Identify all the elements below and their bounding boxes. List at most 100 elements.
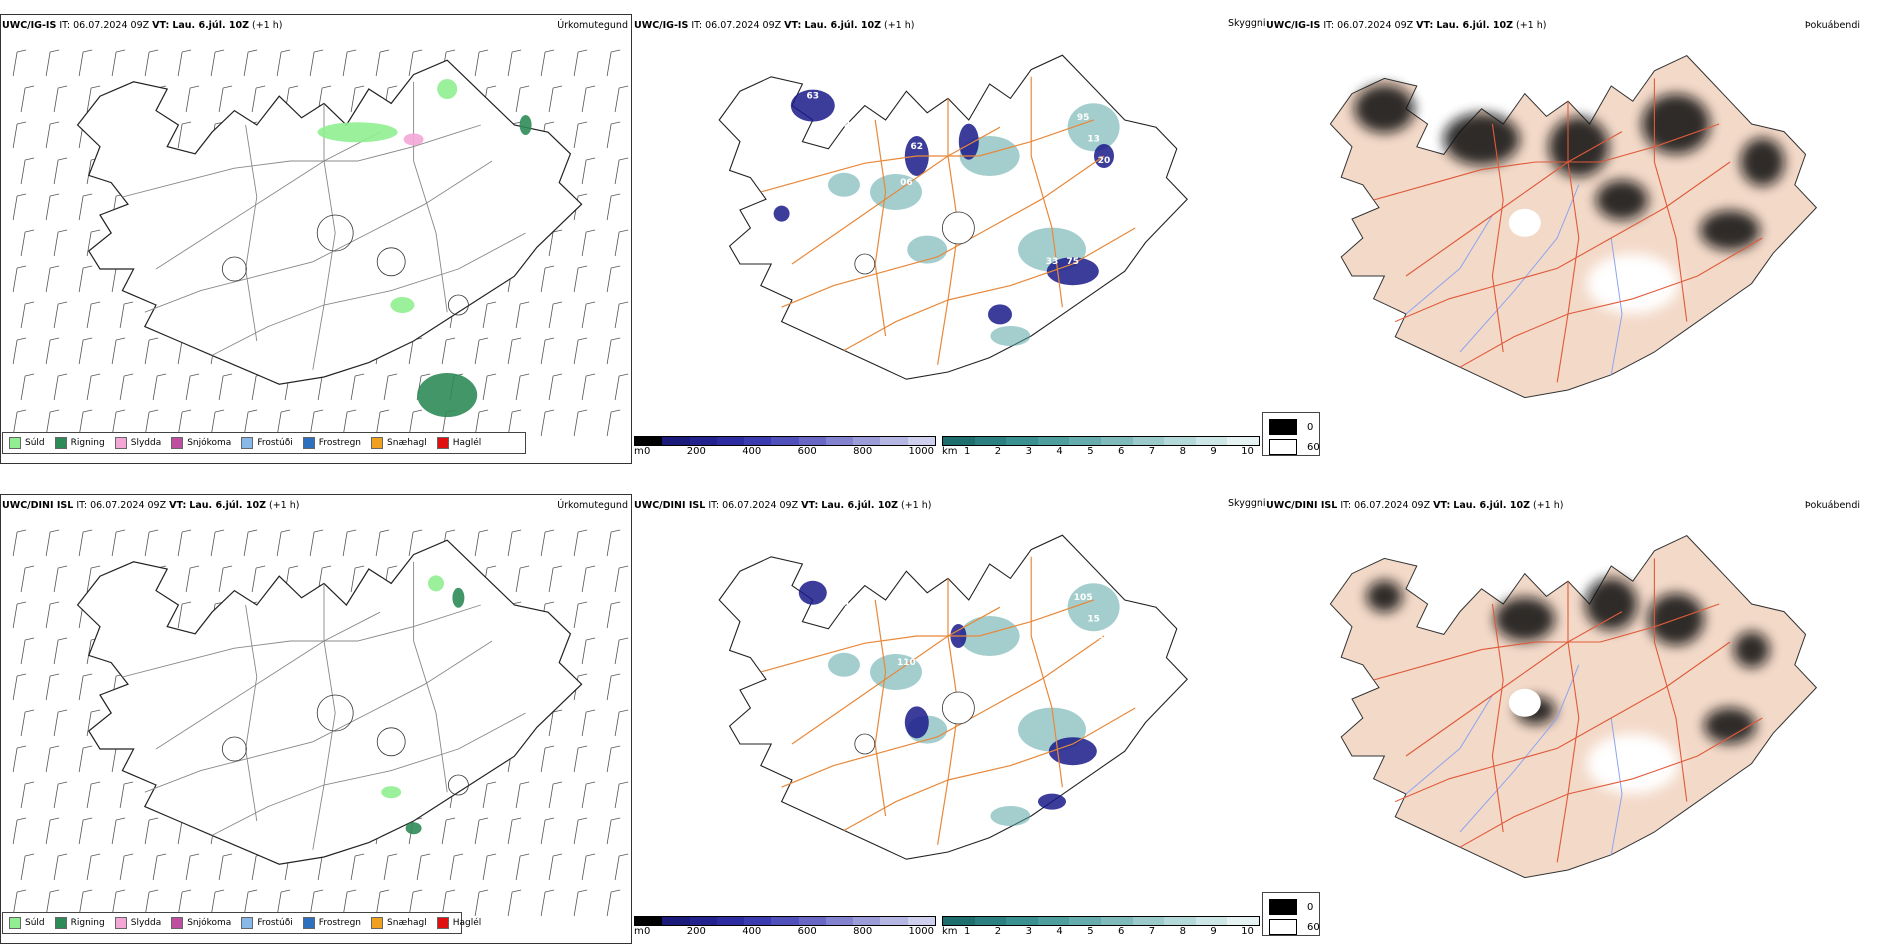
valid-time: Lau. 6.júl. 10Z (172, 20, 249, 31)
road-line (781, 155, 1105, 308)
ceiling-value-label: 37 (1098, 636, 1111, 646)
colorbar-tick: 400 (742, 926, 762, 937)
wind-barb (606, 121, 621, 149)
legend-swatch (54, 437, 67, 449)
wind-barb-feather (611, 529, 621, 533)
legend-item: Frostregn (302, 437, 361, 449)
side-label: Skyggni (1228, 498, 1266, 509)
colorbar-tick: 1000 (908, 446, 934, 457)
wind-barb-staff (606, 267, 612, 293)
wind-barb-feather (58, 229, 68, 233)
wind-barb-staff (53, 231, 59, 257)
ceiling-value-label: 85 (1067, 149, 1080, 159)
wind-barb-feather (553, 853, 563, 857)
legend-label: Haglél (452, 438, 482, 448)
wind-barb (474, 49, 489, 77)
precip-panel-bottom: UWC/DINI ISL IT: 06.07.2024 09Z VT: Lau.… (0, 494, 632, 944)
wind-barb-staff (606, 339, 612, 365)
ceiling-scale: m 0 200 400 600 800 1000 (634, 436, 944, 462)
wind-barb-feather (25, 157, 35, 161)
wind-barb-feather (446, 529, 456, 533)
fog-dense-area (1548, 116, 1609, 177)
wind-barb (309, 529, 324, 557)
wind-barb-staff (53, 711, 59, 737)
wind-barb (606, 409, 621, 437)
wind-barb (45, 817, 60, 845)
wind-barb-feather (578, 601, 588, 605)
coastline (76, 539, 583, 865)
wind-barb (12, 337, 27, 365)
wind-barb-staff (78, 819, 84, 845)
wind-barb-feather (545, 121, 555, 125)
wind-barb-feather (347, 49, 357, 53)
fog-dense-area (1596, 180, 1648, 220)
wind-barb-feather (578, 409, 588, 413)
panel-title: UWC/IG-IS IT: 06.07.2024 09Z VT: Lau. 6.… (1266, 20, 1546, 31)
wind-barb-staff (111, 267, 117, 293)
wind-barb (12, 817, 27, 845)
wind-barb-feather (619, 301, 629, 305)
wind-barb-feather (25, 853, 35, 857)
wind-barb-staff (375, 51, 381, 77)
wind-barb-staff (573, 531, 579, 557)
panel-title: UWC/DINI ISL IT: 06.07.2024 09Z VT: Lau.… (2, 500, 299, 511)
wind-barb (350, 373, 365, 401)
wind-barb-staff (53, 783, 59, 809)
glacier-outline (941, 211, 975, 245)
wind-barb-feather (322, 85, 332, 89)
colorbar-tick: 8 (1179, 446, 1186, 457)
valid-time: Lau. 6.júl. 10Z (821, 500, 898, 511)
wind-barb-feather (17, 193, 27, 197)
colorbar-tick: 2 (994, 446, 1002, 457)
wind-barb-staff (474, 891, 480, 917)
wind-barb (45, 337, 60, 365)
wind-barb-feather (619, 781, 629, 785)
wind-barb (408, 529, 423, 557)
wind-barb (581, 637, 596, 665)
colorbar-tick: 1 (964, 926, 971, 937)
ceiling-value-label: 26 (931, 199, 944, 209)
wind-barb-staff (317, 855, 323, 881)
wind-barb-staff (581, 159, 587, 185)
wind-barb (144, 817, 159, 845)
wind-barb (614, 157, 629, 185)
wind-barb (20, 85, 35, 113)
road-line (312, 583, 336, 850)
precip-map (12, 49, 629, 437)
visibility-area (1067, 103, 1120, 152)
wind-barb-feather (50, 673, 60, 677)
wind-barb-feather (124, 781, 134, 785)
ceiling-area (790, 89, 835, 122)
wind-barb-feather (58, 781, 68, 785)
wind-barb-feather (578, 49, 588, 53)
wind-barb (78, 529, 93, 557)
wind-barb-feather (619, 85, 629, 89)
glacier-outline (221, 736, 247, 762)
wind-barb-feather (611, 889, 621, 893)
ceiling-value-label: 13 (1087, 135, 1100, 145)
glacier-outline (376, 247, 406, 277)
wind-barb-feather (347, 889, 357, 893)
wind-barb-feather (25, 637, 35, 641)
colorbar-segment (1132, 437, 1165, 445)
wind-barb (86, 853, 101, 881)
fog-legend-label: 60 (1307, 441, 1320, 453)
wind-barb-staff (548, 711, 554, 737)
visibility-scale: km 1 2 3 4 5 6 7 8 9 10 (942, 916, 1262, 942)
wind-barb-staff (78, 51, 84, 77)
wind-barb-feather (17, 529, 27, 533)
wind-barb-feather (553, 565, 563, 569)
wind-barb-feather (446, 49, 456, 53)
ceiling-value-label: 62 (911, 142, 924, 152)
legend-swatch (9, 437, 21, 449)
wind-barb-feather (83, 889, 93, 893)
wind-barb-staff (218, 855, 224, 881)
wind-barb-staff (606, 603, 612, 629)
wind-barb-staff (185, 567, 191, 593)
wind-barb-staff (515, 855, 521, 881)
wind-barb (441, 337, 456, 365)
wind-barb-feather (223, 853, 233, 857)
wind-barb (53, 373, 68, 401)
wind-barb-staff (78, 675, 84, 701)
wind-barb-staff (144, 819, 150, 845)
